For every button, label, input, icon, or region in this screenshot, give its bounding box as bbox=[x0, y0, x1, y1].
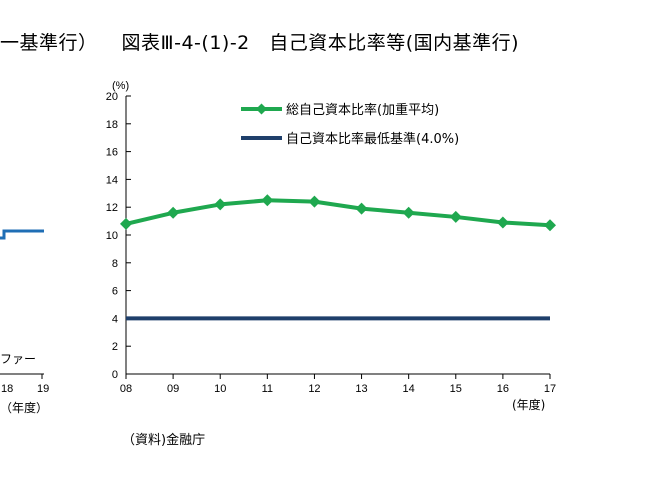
y-tick-label: 10 bbox=[106, 230, 118, 242]
x-tick-label: 14 bbox=[403, 383, 415, 395]
data-point-marker bbox=[308, 195, 321, 208]
data-point-marker bbox=[120, 217, 132, 230]
data-point-marker bbox=[355, 202, 368, 215]
legend-label-minimum: 自己資本比率最低基準(4.0%) bbox=[286, 131, 459, 147]
x-tick-label: 09 bbox=[167, 383, 179, 395]
x-tick-label: 15 bbox=[450, 383, 462, 395]
series-group bbox=[120, 194, 556, 321]
data-point-marker bbox=[214, 198, 227, 211]
y-axis-unit: (%) bbox=[112, 80, 129, 92]
data-point-marker bbox=[402, 206, 415, 219]
legend-marker-diamond bbox=[256, 103, 267, 115]
data-point-marker bbox=[167, 206, 180, 219]
x-tick-label: 08 bbox=[120, 383, 132, 395]
main-chart: (%) 0 2 4 6 8 10 12 14 16 18 20 08 09 10 11 12 13 14 15 16… bbox=[106, 80, 556, 412]
series-line-0 bbox=[125, 198, 551, 228]
y-tick-label: 20 bbox=[106, 91, 118, 103]
data-point-marker bbox=[261, 194, 274, 207]
legend: 総自己資本比率(加重平均) 自己資本比率最低基準(4.0%) bbox=[241, 102, 459, 147]
x-tick-label: 12 bbox=[308, 383, 320, 395]
source-note: （資料)金融庁 bbox=[122, 433, 206, 448]
x-axis-ticks: 08 09 10 11 12 13 14 15 16 17 bbox=[120, 374, 556, 395]
x-tick-label: 16 bbox=[497, 383, 509, 395]
y-tick-label: 4 bbox=[112, 313, 118, 325]
left-title-fragment: 一基準行） bbox=[0, 32, 98, 54]
data-point-marker bbox=[449, 210, 462, 223]
left-chart-fragment: ファー 18 19 （年度） bbox=[0, 229, 49, 415]
x-tick-label: 13 bbox=[355, 383, 367, 395]
x-tick-label: 10 bbox=[214, 383, 226, 395]
left-x-tick-label: 19 bbox=[37, 383, 49, 395]
left-legend-fragment: ファー bbox=[0, 352, 36, 366]
y-tick-label: 12 bbox=[106, 202, 118, 214]
y-axis-ticks: 0 2 4 6 8 10 12 14 16 18 20 bbox=[106, 91, 131, 381]
x-axis-unit: (年度) bbox=[512, 397, 545, 412]
y-tick-label: 0 bbox=[112, 369, 118, 381]
figure-title: 図表Ⅲ-4-(1)-2 自己資本比率等(国内基準行) bbox=[121, 32, 520, 54]
legend-label-total-ratio: 総自己資本比率(加重平均) bbox=[286, 102, 439, 118]
y-tick-label: 14 bbox=[106, 174, 118, 186]
page-title: 一基準行） 図表Ⅲ-4-(1)-2 自己資本比率等(国内基準行) bbox=[0, 28, 519, 55]
x-tick-label: 11 bbox=[262, 383, 273, 395]
y-tick-label: 8 bbox=[112, 258, 118, 270]
y-tick-label: 2 bbox=[112, 341, 118, 353]
data-point-marker bbox=[496, 216, 509, 229]
y-tick-label: 6 bbox=[112, 286, 118, 298]
y-tick-label: 18 bbox=[106, 119, 118, 131]
data-point-marker bbox=[544, 219, 556, 232]
y-tick-label: 16 bbox=[106, 147, 118, 159]
left-x-tick-label: 18 bbox=[1, 383, 13, 395]
x-tick-label: 17 bbox=[544, 383, 556, 395]
left-x-unit: （年度） bbox=[0, 400, 48, 415]
left-series-line bbox=[0, 229, 44, 240]
